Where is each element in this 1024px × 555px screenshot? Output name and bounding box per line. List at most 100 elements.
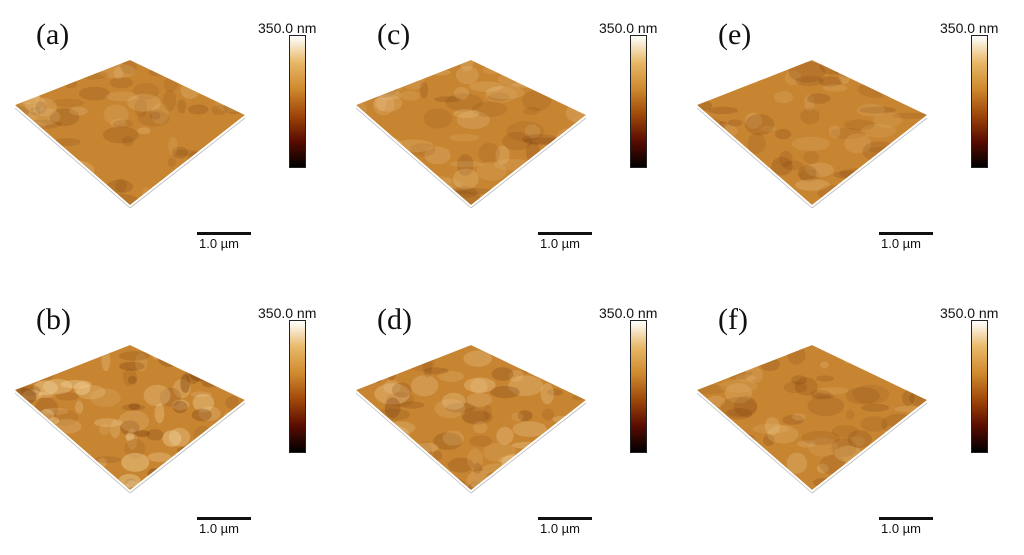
surface-texture xyxy=(147,452,172,462)
surface-texture xyxy=(791,136,830,151)
surface-texture xyxy=(356,430,380,446)
surface-texture xyxy=(381,362,401,370)
surface-texture xyxy=(423,108,453,129)
surface-texture xyxy=(25,184,42,205)
surface-texture xyxy=(800,108,820,125)
surface-texture xyxy=(387,467,412,479)
surface-texture xyxy=(175,166,200,181)
surface-texture xyxy=(719,379,758,393)
surface-texture xyxy=(851,436,865,447)
surface-texture xyxy=(572,393,584,401)
surface-texture xyxy=(469,81,504,92)
surface-texture xyxy=(817,184,856,203)
surface-texture xyxy=(119,361,145,371)
surface-texture xyxy=(896,172,927,183)
surface-texture xyxy=(805,162,834,178)
surface-texture xyxy=(94,456,122,463)
surface-texture xyxy=(536,468,554,486)
surface-texture xyxy=(736,442,753,462)
surface-texture xyxy=(847,430,872,448)
surface-texture xyxy=(368,138,387,153)
surface-texture xyxy=(35,348,54,358)
surface-texture xyxy=(23,78,47,89)
surface-texture xyxy=(118,351,150,361)
surface-texture xyxy=(871,468,911,485)
surface-texture xyxy=(504,185,519,204)
surface-texture xyxy=(727,64,742,84)
panel-f: (f) 350.0 nm 1.0 µm xyxy=(682,285,1023,555)
surface-base xyxy=(356,60,586,205)
scale-bar-label: 1.0 µm xyxy=(199,521,240,536)
surface-texture xyxy=(486,85,525,100)
surface-texture xyxy=(860,123,897,138)
colorbar-max-label: 350.0 nm xyxy=(258,305,317,321)
surface-texture xyxy=(230,185,245,195)
surface-texture xyxy=(93,418,123,428)
surface-texture xyxy=(157,345,181,367)
surface-texture xyxy=(723,365,753,380)
surface-texture xyxy=(859,106,897,114)
surface-texture xyxy=(833,170,866,179)
surface-texture xyxy=(386,464,408,478)
surface-texture xyxy=(445,402,476,413)
surface-texture xyxy=(200,376,215,387)
surface-texture xyxy=(42,378,73,395)
surface-texture xyxy=(187,151,202,170)
surface-texture xyxy=(20,385,41,396)
surface-texture xyxy=(483,442,517,463)
axis-edge xyxy=(129,402,246,494)
surface-texture xyxy=(186,468,212,487)
surface-texture xyxy=(542,408,554,421)
surface-texture xyxy=(775,128,792,140)
surface-texture xyxy=(506,121,545,142)
surface-texture xyxy=(739,434,756,446)
surface-texture xyxy=(15,427,28,437)
surface-texture xyxy=(904,474,927,490)
surface-texture xyxy=(861,403,889,412)
surface-base xyxy=(356,345,586,490)
surface-texture xyxy=(726,408,753,420)
surface-texture xyxy=(476,161,507,181)
surface-texture xyxy=(215,95,245,113)
surface-texture xyxy=(522,90,552,111)
surface-texture xyxy=(508,370,524,382)
surface-texture xyxy=(177,99,187,114)
surface-texture xyxy=(56,392,79,401)
surface-texture xyxy=(434,96,461,103)
surface-texture xyxy=(24,95,47,113)
surface-base xyxy=(15,345,245,490)
surface-texture xyxy=(540,383,554,405)
colorbar-max-label: 350.0 nm xyxy=(599,305,658,321)
scale-bar xyxy=(879,517,933,520)
surface-texture xyxy=(478,142,500,164)
surface-texture xyxy=(901,196,923,205)
surface-texture xyxy=(536,459,565,474)
surface-texture xyxy=(729,465,742,474)
surface-texture xyxy=(438,370,464,382)
scale-bar-label: 1.0 µm xyxy=(540,521,581,536)
surface-texture xyxy=(791,375,807,385)
surface-texture xyxy=(491,367,514,381)
surface-texture xyxy=(797,440,816,448)
colorbar xyxy=(630,35,647,168)
surface-texture xyxy=(15,387,37,407)
surface-texture xyxy=(534,69,546,90)
panel-label: (c) xyxy=(377,18,411,51)
surface-texture xyxy=(115,178,127,193)
surface-texture xyxy=(740,60,775,72)
surface-texture xyxy=(78,193,112,205)
surface-texture xyxy=(121,452,150,472)
surface-texture xyxy=(36,60,71,72)
surface-texture xyxy=(846,409,855,420)
surface-texture xyxy=(386,177,412,192)
scale-bar-label: 1.0 µm xyxy=(881,521,922,536)
surface-texture xyxy=(125,478,137,490)
surface-texture xyxy=(521,361,533,373)
surface-texture xyxy=(225,466,241,486)
axis-edge xyxy=(129,117,246,209)
surface-texture xyxy=(774,91,793,104)
surface-texture xyxy=(832,425,859,438)
panel-label: (e) xyxy=(718,18,752,51)
surface-texture xyxy=(30,459,53,467)
surface-texture xyxy=(916,174,924,194)
